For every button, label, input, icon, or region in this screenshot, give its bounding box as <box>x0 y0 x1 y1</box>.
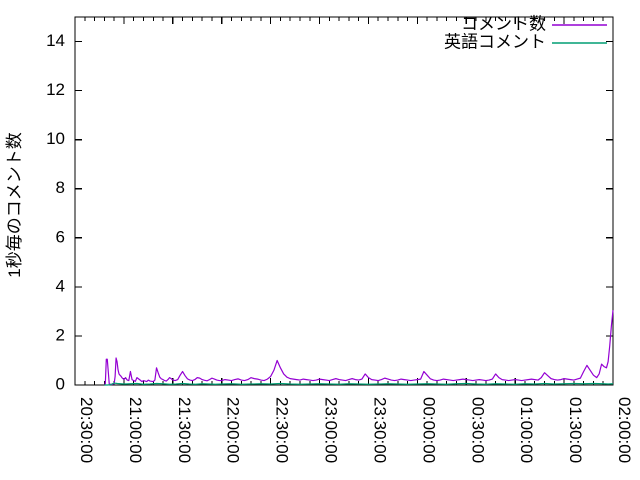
y-tick-label: 14 <box>46 31 65 50</box>
y-tick-label: 12 <box>46 80 65 99</box>
legend-label-1: コメント数 <box>461 14 546 33</box>
x-tick-label: 22:00:00 <box>224 397 243 463</box>
y-tick-label: 2 <box>56 325 65 344</box>
y-tick-label: 0 <box>56 374 65 393</box>
data-series-group <box>103 310 614 386</box>
x-tick-label: 21:00:00 <box>126 397 145 463</box>
y-axis-ticks: 0 2 4 6 8 10 12 14 <box>46 31 613 393</box>
x-axis-ticks: 20:30:00 21:00:00 21:30:00 22:00:00 22:30:00… <box>74 17 634 463</box>
series-line-1 <box>103 310 614 386</box>
x-tick-label: 21:30:00 <box>175 397 194 463</box>
legend-label-2: 英語コメント <box>444 32 546 51</box>
y-tick-label: 8 <box>56 178 65 197</box>
y-tick-label: 4 <box>56 276 65 295</box>
x-tick-label: 23:00:00 <box>322 397 341 463</box>
y-axis-label: 1秒毎のコメント数 <box>5 132 24 277</box>
y-tick-label: 6 <box>56 227 65 246</box>
plot-border <box>74 16 614 386</box>
x-tick-label: 23:30:00 <box>370 397 389 463</box>
x-tick-label: 01:00:00 <box>517 397 536 463</box>
y-tick-label: 10 <box>46 129 65 148</box>
x-tick-label: 01:30:00 <box>566 397 585 463</box>
x-tick-label: 02:00:00 <box>615 397 634 463</box>
y-axis-label-text: 1秒毎のコメント数 <box>5 132 24 277</box>
x-tick-label: 00:00:00 <box>419 397 438 463</box>
x-tick-label: 00:30:00 <box>468 397 487 463</box>
x-tick-label: 22:30:00 <box>273 397 292 463</box>
x-tick-label: 20:30:00 <box>77 397 96 463</box>
series-line-2 <box>104 382 614 386</box>
